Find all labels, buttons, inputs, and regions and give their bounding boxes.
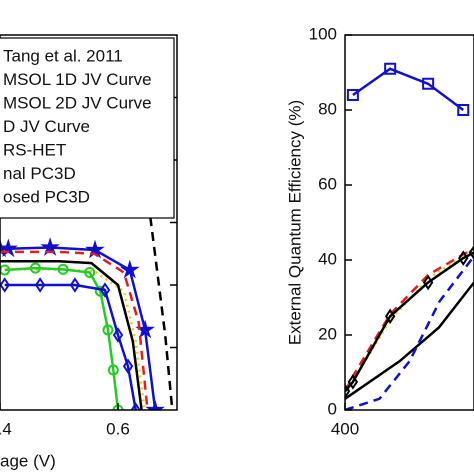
legend-label: MSOL 1D JV Curve [3, 70, 152, 89]
marker [346, 89, 359, 101]
x-tick-label: 400 [331, 419, 359, 438]
marker [34, 277, 46, 293]
series-line [345, 247, 474, 392]
y-tick-label: 0 [328, 399, 337, 418]
legend-label: RS-HET [3, 140, 66, 159]
y-axis-label: External Quantum Efficiency (%) [285, 100, 304, 345]
y-tick-label: 40 [318, 249, 337, 268]
series-line [345, 251, 474, 393]
marker [119, 259, 140, 279]
plot-area [345, 62, 474, 410]
marker [102, 324, 114, 336]
legend-label: D JV Curve [3, 117, 90, 136]
legend-label: osed PC3D [3, 187, 90, 206]
plot-area [0, 172, 174, 410]
y-tick-label: 80 [318, 99, 337, 118]
marker [130, 402, 141, 410]
marker [345, 383, 351, 400]
x-axis-label: age (V) [0, 451, 56, 470]
x-tick-label: 0.6 [106, 419, 130, 438]
marker [422, 77, 435, 90]
marker [84, 267, 96, 278]
legend-label: nal PC3D [3, 164, 76, 183]
marker [347, 374, 359, 390]
series-line [345, 255, 474, 410]
marker [57, 263, 69, 275]
marker [145, 399, 166, 410]
marker [69, 277, 81, 293]
y-tick-label: 20 [318, 324, 337, 343]
marker [99, 282, 111, 298]
marker [85, 239, 105, 259]
marker [468, 244, 474, 261]
legend-box [0, 37, 175, 219]
marker [107, 364, 119, 376]
axes-frame [344, 34, 474, 411]
marker [40, 237, 61, 256]
marker [457, 104, 470, 116]
x-tick-label: 0.4 [0, 419, 12, 438]
marker [0, 277, 10, 293]
y-tick-label: 100 [309, 24, 337, 43]
marker [29, 262, 41, 274]
series-line [345, 281, 474, 400]
series-line [345, 247, 474, 396]
legend-label: Tang et al. 2011 [3, 46, 123, 65]
y-tick-label: 60 [318, 174, 337, 193]
marker [384, 62, 397, 75]
series-line [352, 67, 465, 112]
series-line [0, 250, 149, 410]
marker [422, 274, 434, 291]
marker [458, 250, 469, 266]
marker [112, 327, 124, 343]
legend-label: MSOL 2D JV Curve [3, 93, 152, 112]
marker [384, 308, 396, 325]
series-line [4, 283, 137, 410]
marker [122, 358, 134, 375]
series-line [0, 268, 146, 410]
series-line [0, 260, 143, 410]
